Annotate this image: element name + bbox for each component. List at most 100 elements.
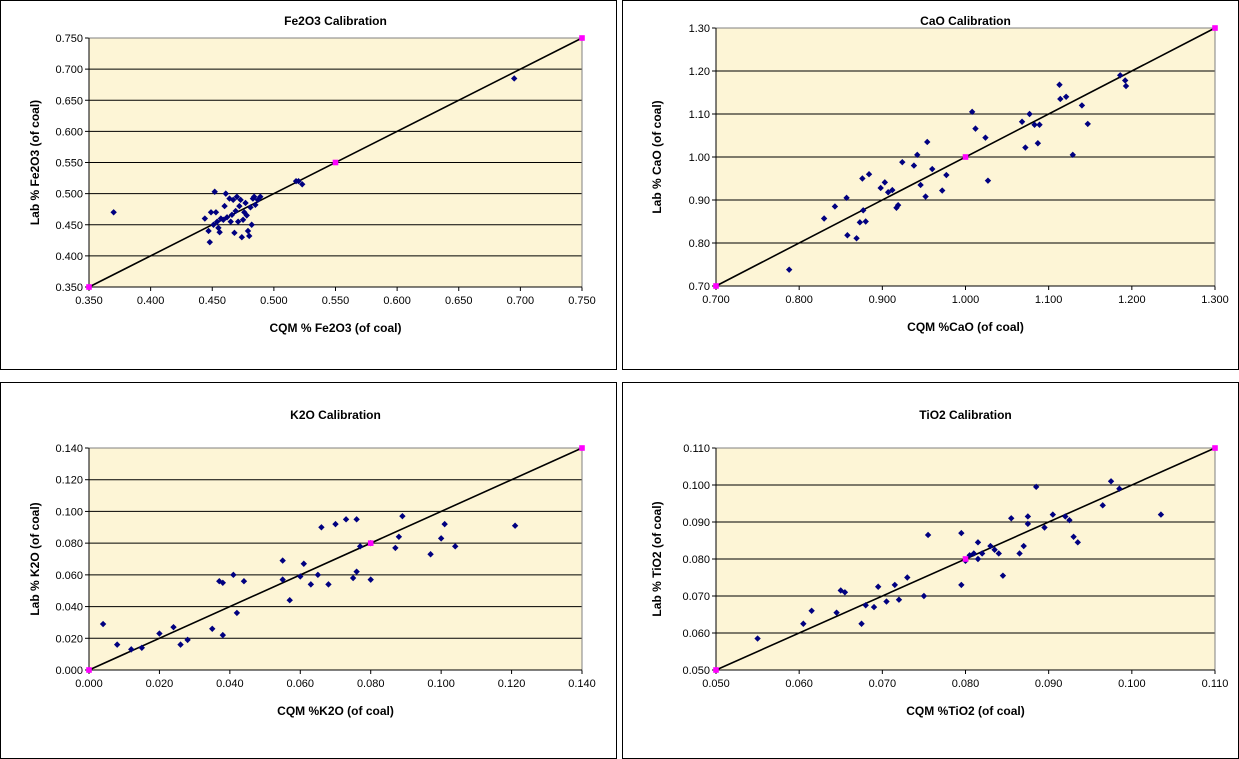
data-point xyxy=(217,215,225,222)
data-point xyxy=(212,209,220,216)
data-point xyxy=(177,641,184,648)
data-point xyxy=(232,207,239,215)
chart-title: TiO2 Calibration xyxy=(919,408,1011,422)
data-point xyxy=(862,602,869,609)
data-point xyxy=(239,216,247,223)
reference-point xyxy=(962,556,969,562)
y-tick-label: 0.650 xyxy=(55,95,83,107)
y-tick-label: 0.100 xyxy=(682,480,710,492)
y-axis-label: Lab % Fe2O3 (of coal) xyxy=(28,100,42,225)
data-point xyxy=(247,204,254,211)
reference-point xyxy=(332,159,339,166)
data-point xyxy=(237,196,244,204)
data-point xyxy=(221,202,228,210)
data-point xyxy=(244,227,252,235)
data-point xyxy=(1022,144,1029,151)
y-tick-label: 1.00 xyxy=(689,152,710,164)
data-point xyxy=(257,193,264,200)
data-point xyxy=(914,151,921,159)
y-tick-label: 0.100 xyxy=(55,506,83,518)
x-tick-label: 0.090 xyxy=(1035,678,1063,690)
chart-title: K2O Calibration xyxy=(290,408,381,422)
x-tick-label: 0.060 xyxy=(785,678,813,690)
data-point xyxy=(209,625,216,632)
x-tick-label: 0.100 xyxy=(1118,678,1146,690)
data-point xyxy=(228,211,236,218)
data-point xyxy=(1099,502,1106,509)
y-tick-label: 0.550 xyxy=(55,158,83,170)
calibration-line xyxy=(88,447,583,671)
data-point xyxy=(899,158,906,166)
data-point xyxy=(243,212,250,219)
data-point xyxy=(991,546,998,553)
x-tick-label: 0.050 xyxy=(702,678,730,690)
chart-svg: 0.70 0.80 0.90 1.00 1.10 1.20 1.30 0.700 0.800 0.… xyxy=(650,14,1229,334)
reference-point xyxy=(1212,445,1218,451)
data-point xyxy=(1018,118,1026,125)
x-tick-label: 0.700 xyxy=(702,294,730,306)
data-point xyxy=(920,592,928,600)
data-point xyxy=(853,235,860,242)
data-point xyxy=(234,218,242,225)
y-tick-label: 0.140 xyxy=(55,443,83,455)
data-point xyxy=(1078,102,1086,109)
data-point xyxy=(295,177,302,185)
x-tick-label: 0.550 xyxy=(322,295,350,307)
data-point xyxy=(904,574,911,581)
data-point xyxy=(252,201,259,209)
x-axis-label: CQM %K2O (of coal) xyxy=(277,704,394,718)
chart-title: Fe2O3 Calibration xyxy=(284,14,387,28)
data-point xyxy=(233,193,241,200)
reference-point xyxy=(367,540,374,546)
data-point xyxy=(201,215,209,222)
data-point xyxy=(800,620,807,627)
x-tick-label: 0.140 xyxy=(568,678,596,690)
y-tick-label: 0.750 xyxy=(55,33,83,45)
data-point xyxy=(206,238,213,246)
y-tick-label: 0.110 xyxy=(683,443,710,455)
y-tick-label: 0.600 xyxy=(55,126,83,138)
cao-chart-panel: 0.70 0.80 0.90 1.00 1.10 1.20 1.30 0.700 0.800 0.… xyxy=(622,0,1239,370)
data-point xyxy=(231,229,238,237)
k2o-chart-panel: 0.000 0.020 0.040 0.060 0.080 0.100 0.120 0.140… xyxy=(0,382,617,759)
data-point xyxy=(156,630,163,637)
data-point xyxy=(1036,121,1043,128)
x-tick-label: 0.900 xyxy=(869,294,897,306)
y-tick-label: 0.000 xyxy=(55,665,83,677)
x-tick-label: 0.450 xyxy=(198,295,226,307)
x-tick-label: 0.750 xyxy=(568,295,596,307)
data-point xyxy=(99,620,107,628)
y-axis-label: Lab % K2O (of coal) xyxy=(28,502,42,615)
data-point xyxy=(1157,511,1165,518)
x-tick-label: 1.200 xyxy=(1118,294,1146,306)
chart-svg: 0.050 0.060 0.070 0.080 0.090 0.100 0.110 0.050… xyxy=(650,408,1228,718)
reference-point xyxy=(579,445,585,451)
data-point xyxy=(205,227,212,235)
y-tick-label: 0.400 xyxy=(55,251,83,263)
y-tick-label: 0.80 xyxy=(689,238,710,250)
y-tick-label: 0.500 xyxy=(55,189,83,201)
x-tick-label: 1.100 xyxy=(1035,294,1063,306)
x-tick-label: 0.400 xyxy=(137,295,165,307)
data-point xyxy=(1026,110,1033,118)
y-tick-label: 0.080 xyxy=(55,538,83,550)
data-point xyxy=(1034,140,1042,147)
x-tick-label: 0.020 xyxy=(146,678,174,690)
reference-point xyxy=(579,35,585,41)
x-axis-label: CQM %TiO2 (of coal) xyxy=(906,704,1024,718)
data-point xyxy=(1032,483,1040,491)
data-point xyxy=(246,232,253,240)
data-point xyxy=(856,219,864,226)
data-point xyxy=(211,188,218,195)
data-point xyxy=(910,162,918,169)
data-point xyxy=(236,202,243,210)
data-point xyxy=(958,581,965,589)
x-tick-label: 0.650 xyxy=(445,295,473,307)
data-point xyxy=(974,555,982,563)
data-point xyxy=(242,199,249,207)
reference-point xyxy=(962,154,969,160)
x-axis-label: CQM %CaO (of coal) xyxy=(907,320,1024,334)
data-point xyxy=(216,229,223,236)
x-tick-label: 0.000 xyxy=(75,678,103,690)
y-tick-label: 0.070 xyxy=(682,591,710,603)
